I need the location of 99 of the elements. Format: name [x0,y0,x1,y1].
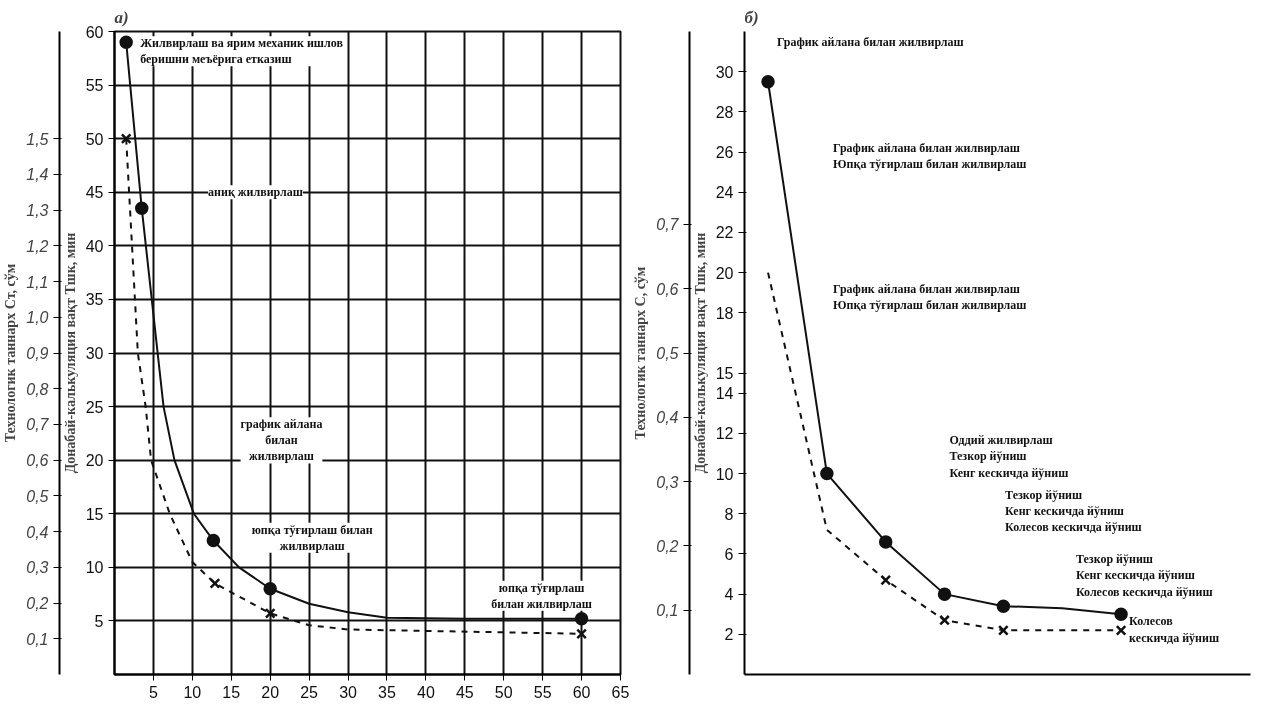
y2-tick-label: 1,1 [26,273,49,291]
x-tick-label: 60 [572,683,591,701]
point [209,577,221,589]
annotation: График айлана билан жилвирлаш Юпқа тўғирлаш билан жилвирлаш [833,282,1027,313]
annotation: юпқа тўғирлаш билан жилвирлаш [251,522,373,553]
y-tick-label: 30 [715,63,734,81]
y2-tick-label: 0,3 [26,559,49,577]
point [574,612,589,626]
y2-tick-label: 1,0 [26,309,49,327]
x-tick-label: 35 [378,683,396,701]
x-tick-label: 25 [300,683,319,701]
x-tick-label: 55 [533,683,552,701]
y2-tick-label: 0,2 [26,595,49,613]
y2-tick-label: 0,9 [26,345,49,362]
y2-tick-label: 0,4 [656,409,679,427]
y-tick-label: 14 [715,385,734,403]
annotation: График айлана билан жилвирлаш Юпқа тўғирлаш билан жилвирлаш [833,140,1027,171]
y-tick-label: 60 [85,23,104,41]
y-tick-label: 12 [715,425,734,443]
y-tick-label: 5 [94,612,104,630]
y-tick-label: 55 [85,77,104,95]
x-tick-label: 15 [222,683,241,701]
annotation: Жилвирлаш ва ярим механик ишлов беришни меъёрига етказиш [140,36,344,67]
y-axis-title: Донабай-калькуляция вақт Tшк, мин [62,232,78,474]
point [1115,624,1127,636]
point [880,574,892,586]
y-tick-label: 50 [85,130,104,148]
y2-tick-label: 0,7 [26,416,50,434]
y2-tick-label: 1,4 [26,166,49,184]
y-tick-label: 35 [85,291,104,309]
y-tick-label: 10 [85,559,104,577]
y2-tick-label: 0,2 [656,537,679,555]
y-tick-label: 20 [715,264,734,282]
point [1114,607,1128,621]
point [264,607,276,619]
x-tick-label: 20 [261,683,280,701]
point [937,587,952,601]
y2-tick-label: 0,5 [26,487,49,505]
annotation: юпқа тўғирлаш билан жилвирлаш [491,580,592,611]
y-tick-label: 28 [715,103,734,121]
y-tick-label: 20 [85,452,104,470]
point [996,599,1011,613]
y-tick-label: 6 [724,545,734,563]
y-tick-label: 24 [715,184,734,202]
y-tick-label: 26 [715,144,734,162]
y-tick-label: 22 [715,224,734,242]
x-tick-label: 65 [611,683,630,701]
point [119,35,133,49]
y2-tick-label: 1,3 [26,202,49,220]
y2-tick-label: 1,5 [26,130,49,148]
annotation: График айлана билан жилвирлаш [776,34,964,49]
annotation: Колесов кескичда йўниш [1129,614,1220,645]
y-tick-label: 30 [85,345,104,362]
annotation: Оддий жилвирлаш Тезкор йўниш Кенг кескичда йўниш [949,433,1069,480]
y-tick-label: 8 [724,505,734,523]
y2-tick-label: 0,1 [26,630,49,648]
y2-axis-title: Технологик таннарх Cт, сўм [3,263,19,443]
x-tick-label: 10 [183,683,202,701]
x-tick-label: 5 [148,683,158,701]
y-tick-label: 2 [724,626,734,644]
y-tick-label: 25 [85,398,104,416]
point [939,614,951,626]
y-tick-label: 40 [85,237,104,255]
x-tick-label: 45 [455,683,474,701]
x-tick-label: 30 [339,683,358,701]
point [206,533,221,548]
y-axis-title: Донабай-калькуляция вақт Tшк, мин [692,232,708,474]
point [878,535,893,549]
y2-tick-label: 0,6 [656,280,679,298]
chart-title: а) [114,7,129,27]
y2-tick-label: 0,3 [656,473,679,491]
annotation: Тезкор йўниш Кенг кескичда йўниш Колесов кескичда йўниш [1075,552,1213,599]
y-tick-label: 45 [85,184,104,202]
y2-tick-label: 0,5 [656,345,679,362]
point [120,133,132,145]
y-tick-label: 4 [724,586,734,604]
point [576,628,588,640]
y2-tick-label: 0,1 [656,602,679,620]
y-tick-label: 18 [715,304,734,322]
chart-title: б) [744,7,759,27]
point [263,582,277,596]
x-tick-label: 50 [494,683,513,701]
y-tick-label: 15 [85,505,104,523]
annotation: график айлана билан жилвирлаш [240,417,323,464]
y2-tick-label: 0,4 [26,523,49,541]
y2-axis-title: Технологик таннарх C, сўм [633,266,649,440]
y2-tick-label: 0,8 [26,380,49,398]
annotation: аниқ жилвирлаш [208,185,303,200]
x-tick-label: 40 [416,683,435,701]
point [761,75,775,89]
annotation: Тезкор йўниш Кенг кескичда йўниш Колесов кескичда йўниш [1005,488,1142,535]
y-tick-label: 10 [715,465,734,483]
point [820,466,834,481]
y2-tick-label: 0,6 [26,452,49,470]
y2-tick-label: 0,7 [656,216,680,234]
point [997,624,1009,636]
point [135,201,149,216]
y-tick-label: 15 [715,365,734,383]
y2-tick-label: 1,2 [26,237,49,255]
